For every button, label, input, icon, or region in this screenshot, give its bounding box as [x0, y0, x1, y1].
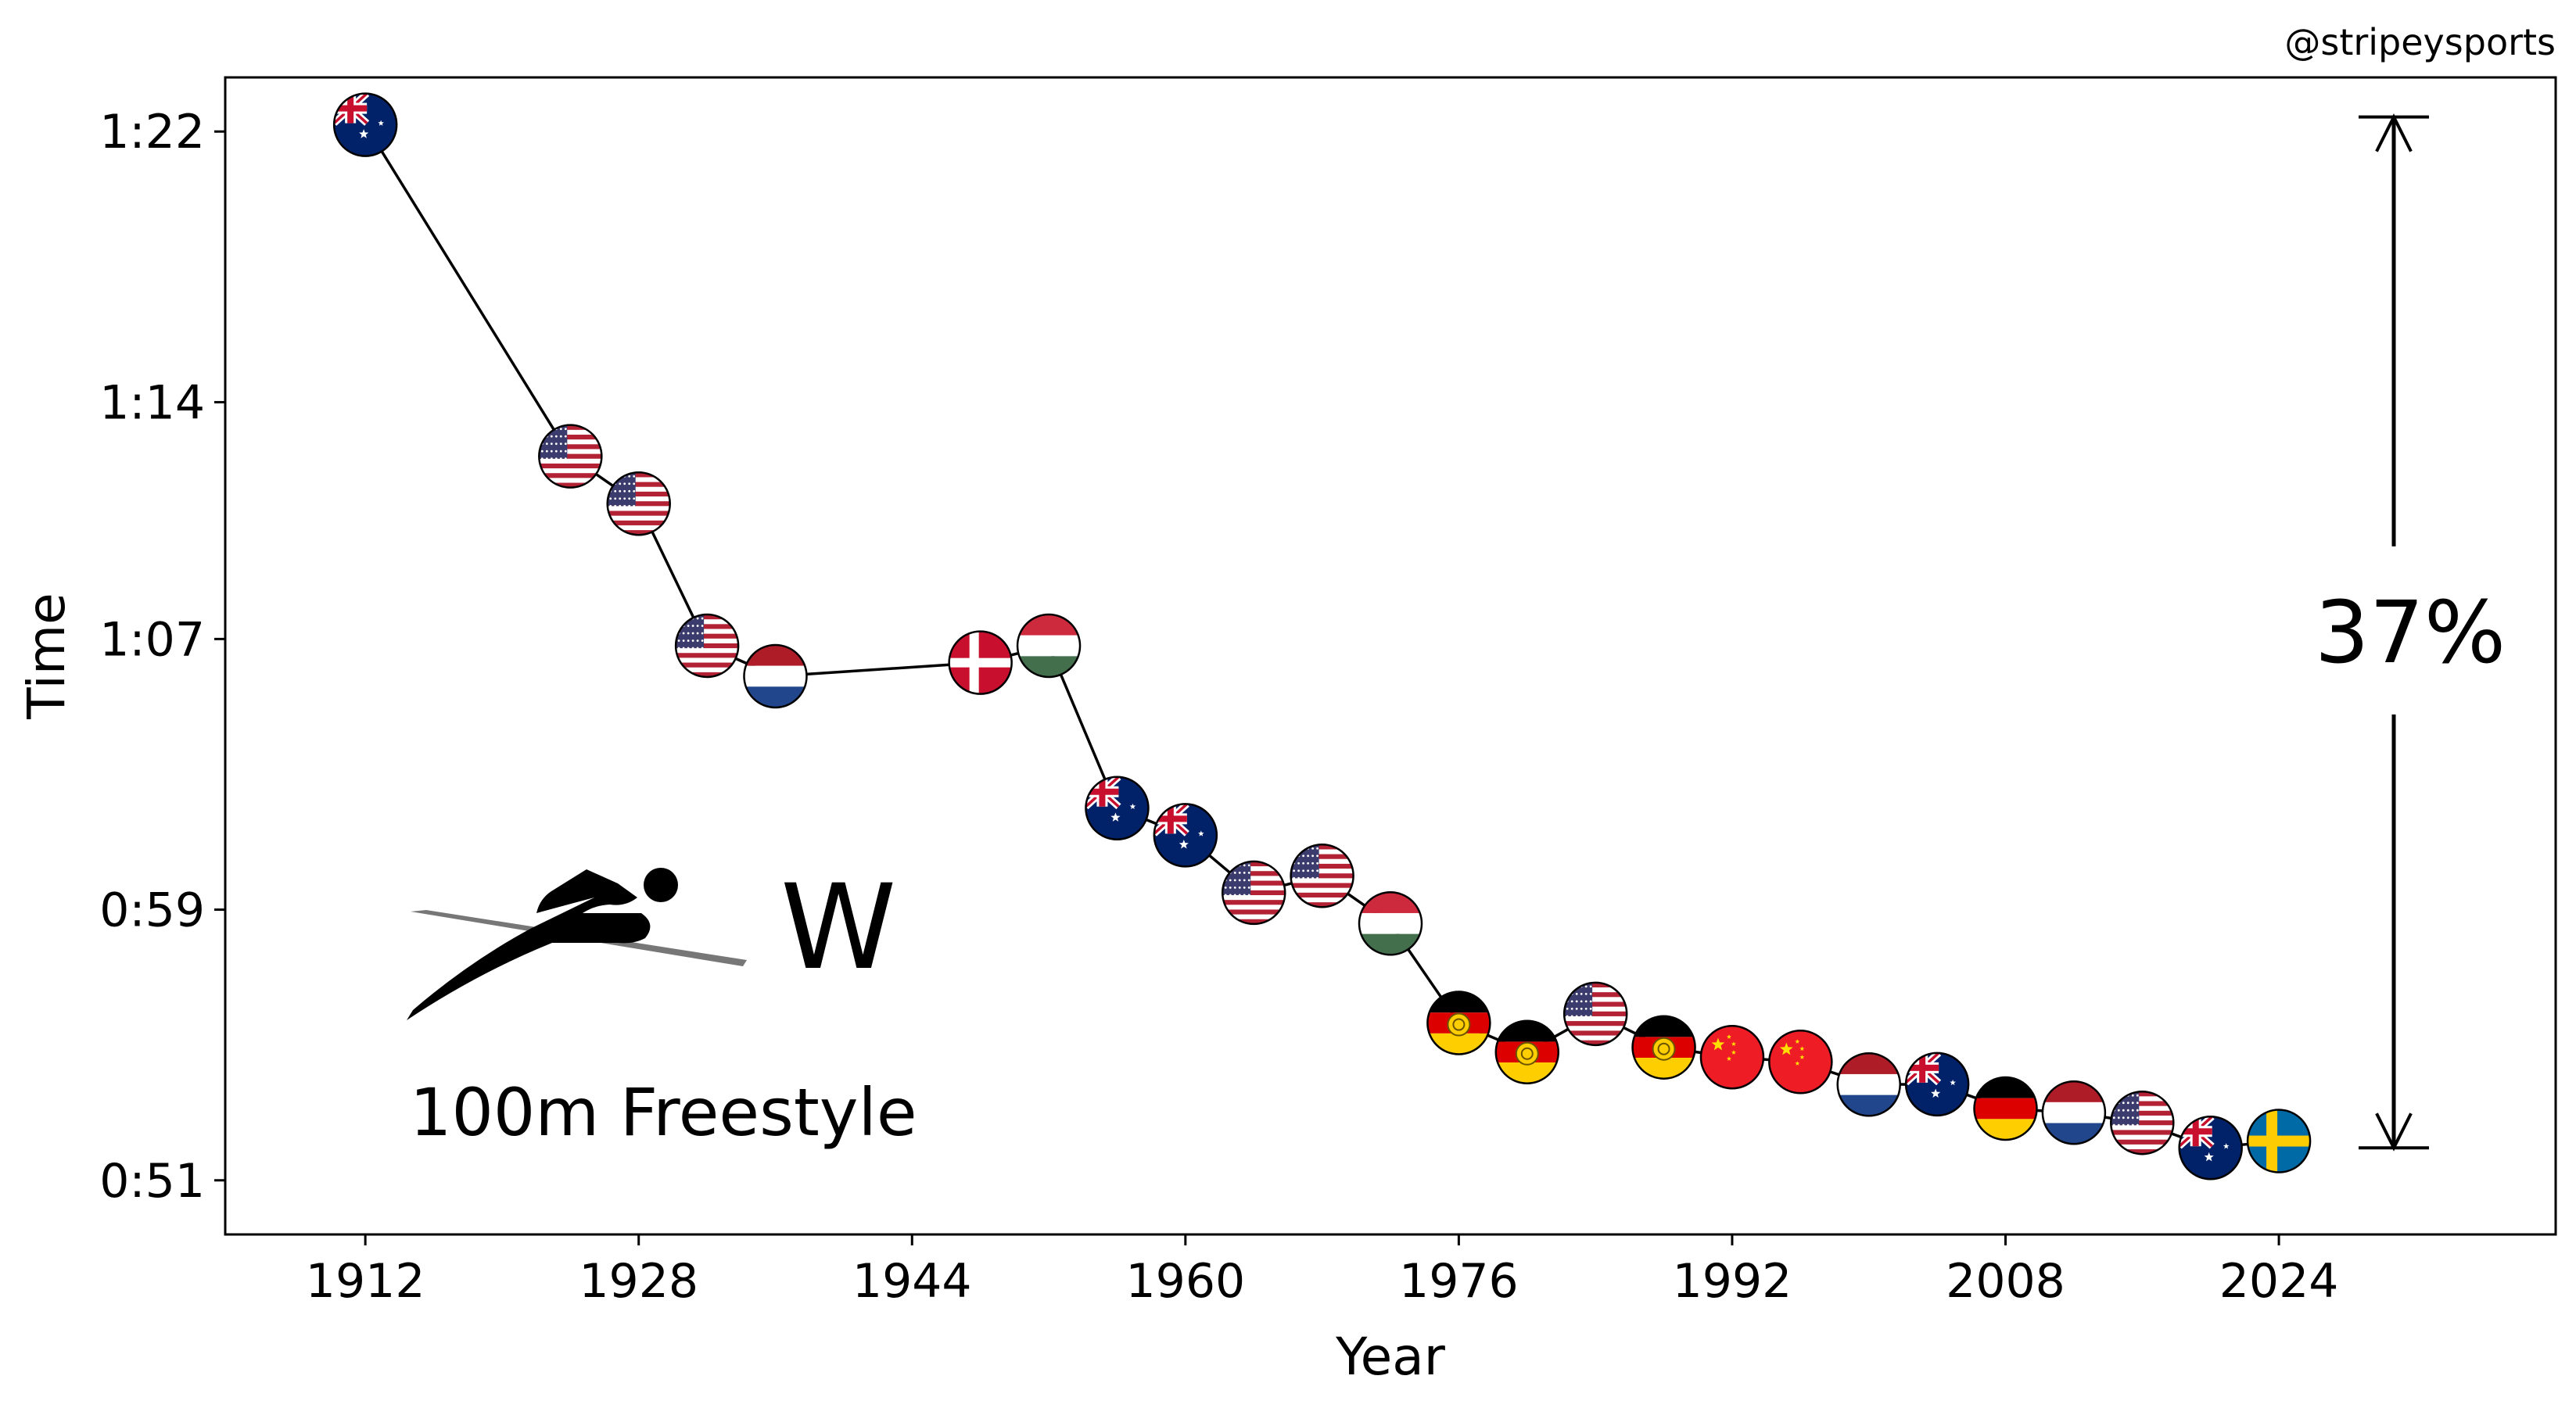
flag-marker: [2110, 1090, 2175, 1155]
y-tick-label: 1:14: [99, 375, 205, 430]
flag-marker: [1426, 991, 1491, 1055]
flag-marker: [1494, 1019, 1560, 1084]
flag-markers: [332, 92, 2312, 1180]
flag-marker: [538, 424, 603, 489]
x-tick-label: 1912: [306, 1254, 425, 1309]
y-axis-title: Time: [16, 593, 77, 720]
double-arrow-icon: [2359, 113, 2429, 1152]
credit-label: @stripeysports: [2284, 21, 2556, 63]
flag-marker: [1153, 803, 1218, 868]
flag-marker: [2178, 1115, 2243, 1180]
y-tick-label: 1:07: [99, 612, 205, 667]
x-tick-label: 1976: [1399, 1254, 1519, 1309]
x-tick-label: 1928: [579, 1254, 698, 1309]
x-axis-title: Year: [1335, 1327, 1446, 1387]
flag-marker: [743, 643, 808, 709]
flag-marker: [1973, 1076, 2038, 1141]
series-line: [364, 124, 2280, 1149]
x-tick-label: 1960: [1125, 1254, 1245, 1309]
x-tick-label: 2008: [1946, 1254, 2065, 1309]
flag-marker: [1085, 776, 1150, 840]
y-tick-label: 0:59: [99, 883, 205, 938]
flag-marker: [1016, 613, 1082, 679]
flag-marker: [1768, 1030, 1833, 1095]
x-tick-label: 1944: [852, 1254, 972, 1309]
flag-marker: [2246, 1109, 2312, 1173]
flag-marker: [674, 613, 740, 679]
flag-marker: [1836, 1052, 1901, 1117]
flag-marker: [1904, 1052, 1970, 1117]
y-tick-label: 0:51: [99, 1154, 205, 1209]
y-axis-ticks: 0:51 0:59 1:07 1:14 1:22: [99, 105, 225, 1209]
x-tick-label: 2024: [2219, 1254, 2339, 1309]
flag-marker: [1290, 844, 1354, 908]
flag-marker: [1358, 891, 1423, 956]
flag-marker: [1699, 1024, 1765, 1090]
flag-marker: [1562, 981, 1628, 1047]
flag-marker: [1221, 860, 1286, 926]
swimmer-icon: [407, 868, 747, 1020]
event-label: 100m Freestyle: [410, 1074, 917, 1151]
plot-frame: [224, 76, 2557, 1236]
gender-label: W: [780, 860, 896, 996]
y-tick-label: 1:22: [99, 105, 205, 159]
flag-marker: [2041, 1080, 2107, 1145]
flag-marker: [948, 630, 1013, 695]
flag-marker: [332, 92, 398, 157]
x-axis-ticks: 1912 1928 1944 1960 1976 1992 2008 2024: [306, 1234, 2339, 1309]
annotation-label: 37%: [2315, 582, 2506, 683]
x-tick-label: 1992: [1673, 1254, 1792, 1309]
flag-marker: [606, 471, 671, 536]
flag-marker: [1631, 1015, 1696, 1080]
